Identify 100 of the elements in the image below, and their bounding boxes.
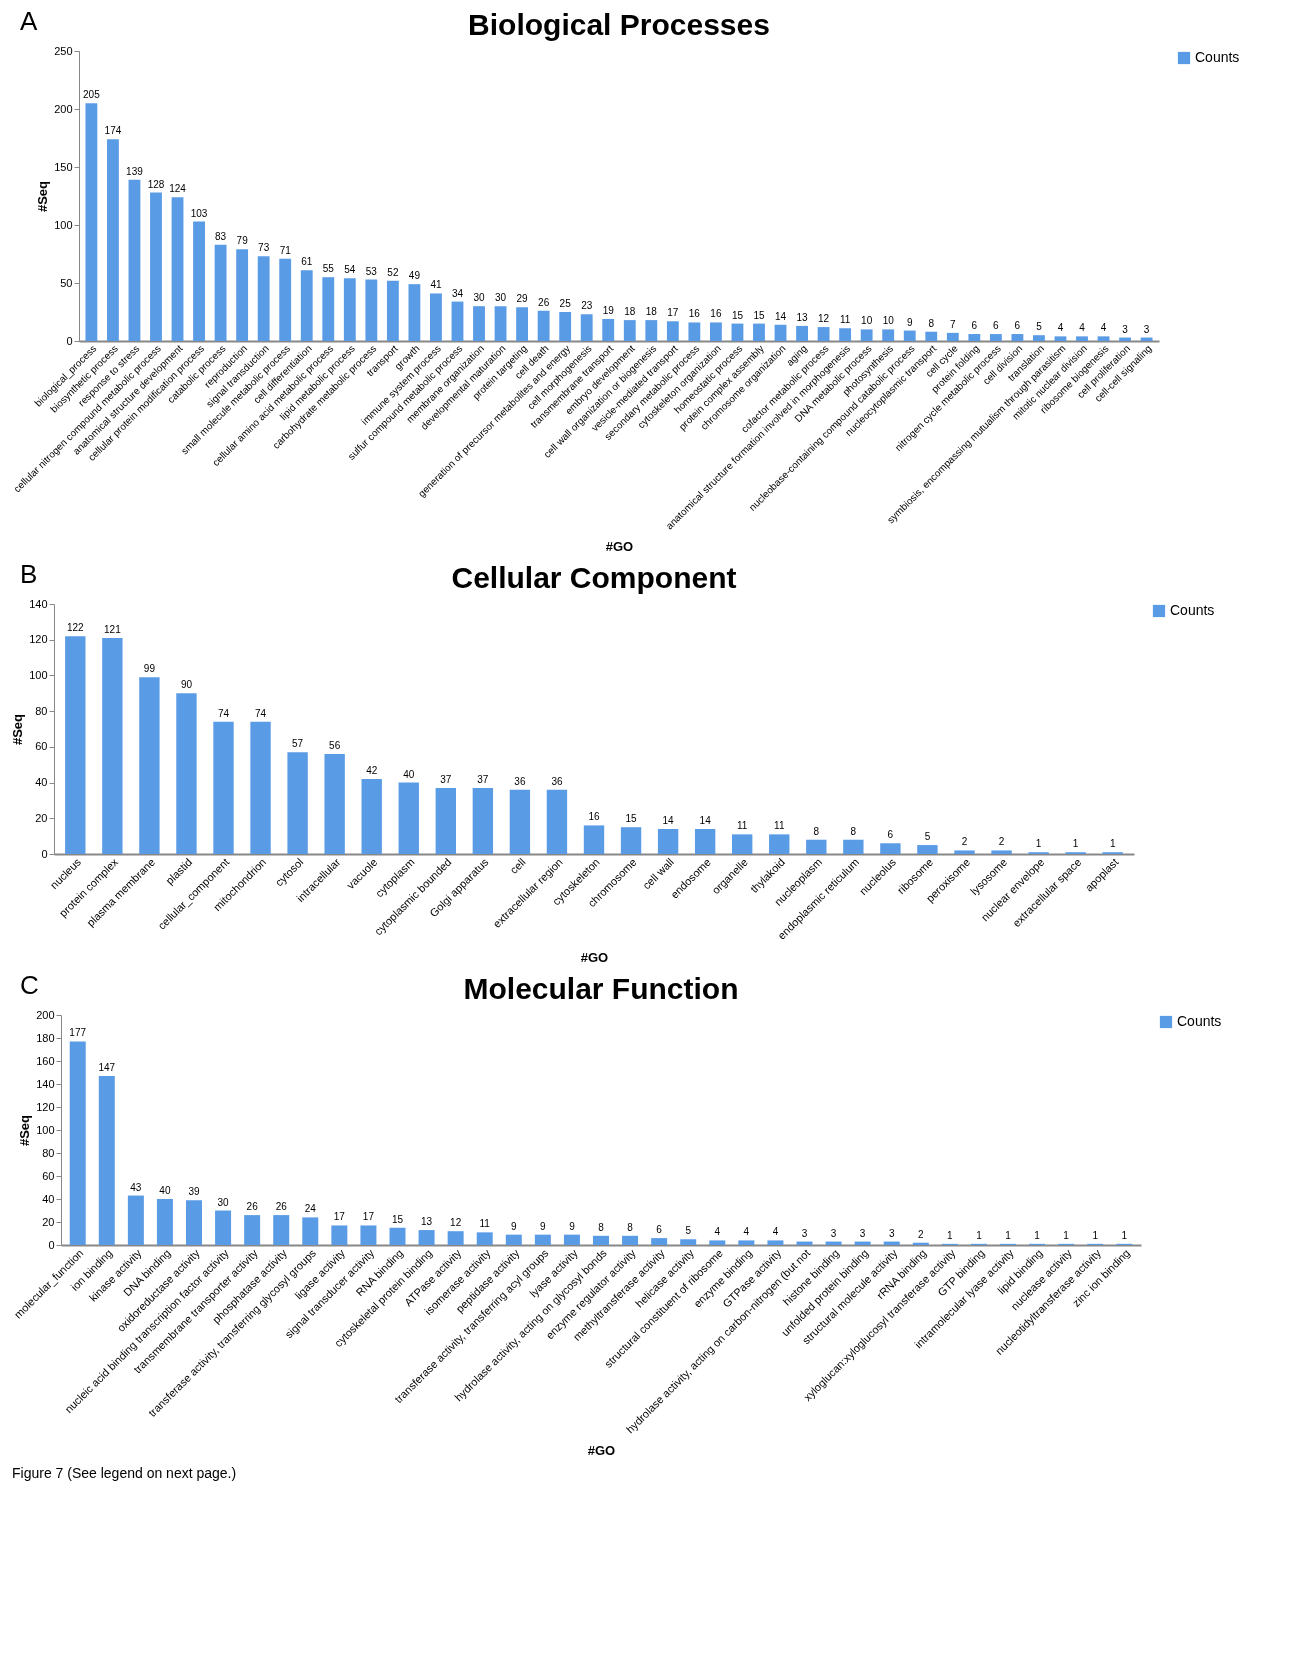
y-tick-label: 20 <box>42 1215 55 1228</box>
bar <box>186 1200 202 1245</box>
data-label: 18 <box>645 306 658 318</box>
data-label: 17 <box>333 1211 346 1223</box>
chart-title: Cellular Component <box>451 561 737 594</box>
caption: Figure 7 (See legend on next page.) <box>12 1465 238 1481</box>
data-label: 15 <box>625 813 638 825</box>
bar <box>193 221 205 341</box>
data-label: 9 <box>511 1220 517 1232</box>
bar <box>139 677 160 854</box>
y-tick-label: 120 <box>36 1100 55 1113</box>
data-label: 14 <box>662 815 675 826</box>
data-label: 3 <box>801 1227 808 1239</box>
bar <box>991 850 1012 854</box>
data-label: 6 <box>993 320 1000 332</box>
y-tick-label: 180 <box>36 1031 55 1044</box>
data-label: 3 <box>830 1227 837 1239</box>
bar <box>324 754 345 854</box>
bar <box>666 321 679 341</box>
bar <box>69 1041 86 1245</box>
bar <box>880 843 901 854</box>
data-label: 1 <box>1035 838 1042 850</box>
bar <box>343 278 356 341</box>
bar <box>954 850 975 854</box>
bar <box>1076 336 1088 341</box>
bar <box>1011 334 1024 341</box>
data-label: 36 <box>551 775 563 787</box>
x-tick-label: cell <box>507 855 528 876</box>
data-label: 4 <box>772 1226 779 1238</box>
bar <box>917 845 938 854</box>
bar <box>645 320 658 341</box>
data-label: 79 <box>236 235 249 247</box>
y-tick-label: 150 <box>54 160 73 173</box>
data-label: 34 <box>451 287 464 299</box>
bar <box>839 328 852 341</box>
bar <box>472 787 494 854</box>
y-axis-title: #Seq <box>17 1114 33 1147</box>
data-label: 8 <box>928 317 935 329</box>
y-tick-label: 140 <box>29 597 48 610</box>
bar <box>365 279 378 341</box>
data-label: 11 <box>479 1218 491 1230</box>
data-label: 90 <box>180 679 193 691</box>
data-label: 14 <box>699 815 712 826</box>
data-label: 4 <box>1057 322 1064 334</box>
data-label: 29 <box>516 293 529 305</box>
bar <box>860 329 873 341</box>
data-label: 5 <box>685 1225 692 1237</box>
data-label: 139 <box>126 165 144 177</box>
data-label: 71 <box>279 244 292 256</box>
data-label: 11 <box>839 314 851 326</box>
bar <box>537 310 550 341</box>
bar <box>769 834 790 854</box>
data-label: 6 <box>656 1224 663 1236</box>
bar <box>494 306 507 341</box>
data-label: 6 <box>971 320 978 332</box>
bar <box>214 244 227 341</box>
bar <box>430 293 442 341</box>
data-label: 8 <box>813 825 820 837</box>
y-tick-label: 100 <box>54 218 73 231</box>
y-tick-label: 160 <box>36 1054 55 1067</box>
data-label: 43 <box>130 1181 142 1193</box>
y-tick-label: 250 <box>54 44 73 57</box>
y-tick-label: 0 <box>66 334 73 347</box>
data-label: 57 <box>292 738 304 750</box>
bar <box>946 332 959 341</box>
data-label: 26 <box>538 296 550 308</box>
data-label: 83 <box>215 230 227 242</box>
data-label: 4 <box>743 1226 750 1238</box>
data-label: 54 <box>344 264 356 276</box>
data-label: 30 <box>494 292 507 304</box>
y-tick-label: 80 <box>35 704 48 717</box>
data-label: 16 <box>588 811 600 823</box>
data-label: 15 <box>753 309 765 321</box>
bar <box>107 139 119 341</box>
bar <box>505 1234 522 1245</box>
bar <box>796 325 808 341</box>
data-label: 2 <box>918 1228 924 1240</box>
bar <box>389 1227 406 1245</box>
bar <box>361 779 382 854</box>
data-label: 2 <box>998 836 1005 848</box>
bar <box>213 721 234 854</box>
data-label: 9 <box>569 1220 576 1232</box>
data-label: 121 <box>104 623 122 635</box>
y-tick-label: 40 <box>35 776 48 789</box>
y-tick-label: 140 <box>36 1077 55 1090</box>
bar <box>150 192 162 341</box>
bar <box>774 324 787 341</box>
bar <box>651 1238 668 1245</box>
bar <box>732 834 753 854</box>
bar <box>302 1217 319 1245</box>
y-tick-label: 100 <box>29 668 48 681</box>
y-tick-label: 40 <box>42 1192 55 1205</box>
bar <box>546 789 568 854</box>
bar <box>989 334 1002 341</box>
bar <box>418 1230 435 1245</box>
x-axis-title: #GO <box>605 539 634 555</box>
bar <box>398 782 419 854</box>
bar <box>623 320 636 341</box>
data-label: 55 <box>322 263 335 275</box>
data-label: 52 <box>387 266 399 278</box>
